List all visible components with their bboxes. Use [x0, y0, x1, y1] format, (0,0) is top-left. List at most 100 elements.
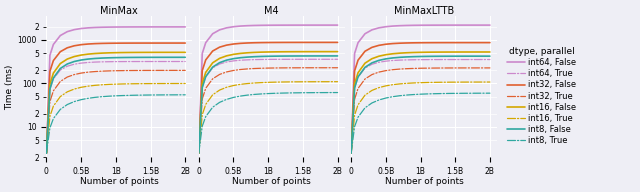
Title: M4: M4 [264, 6, 279, 16]
int8, False [43, 152, 51, 154]
int32, True [438, 67, 445, 69]
Line: int64, True: int64, True [199, 59, 337, 153]
int32, False [351, 70, 358, 72]
int16, True [465, 81, 473, 83]
int32, True [292, 67, 300, 69]
int32, False [154, 42, 161, 44]
int8, False [313, 55, 321, 57]
int32, True [472, 67, 480, 69]
int8, True [230, 96, 237, 98]
int8, True [403, 94, 410, 96]
int8, False [375, 59, 383, 61]
Line: int8, True: int8, True [199, 93, 337, 153]
int32, False [465, 41, 473, 44]
int16, False [49, 72, 57, 74]
int8, False [396, 56, 404, 59]
int8, False [444, 55, 452, 57]
int8, True [351, 126, 358, 128]
int16, True [351, 114, 358, 116]
int64, True [119, 60, 127, 63]
int16, False [264, 51, 272, 53]
int8, True [133, 94, 141, 96]
int64, False [133, 26, 141, 28]
int8, True [375, 99, 383, 101]
int16, False [126, 51, 134, 54]
Line: int32, False: int32, False [199, 42, 337, 153]
int64, True [49, 78, 57, 80]
int64, True [479, 58, 487, 61]
int16, True [154, 82, 161, 85]
int32, True [382, 70, 390, 72]
int32, False [230, 43, 237, 45]
int16, True [195, 152, 203, 154]
int16, False [396, 52, 404, 54]
int64, False [382, 26, 390, 28]
int16, False [472, 51, 480, 53]
int16, False [230, 53, 237, 55]
int64, False [278, 24, 286, 26]
int64, False [438, 24, 445, 26]
int64, True [202, 75, 209, 78]
int8, False [278, 55, 286, 57]
int16, False [313, 50, 321, 53]
int16, True [126, 83, 134, 85]
int16, True [327, 81, 335, 83]
int8, False [451, 55, 459, 57]
int16, False [368, 58, 376, 60]
int16, False [351, 83, 358, 85]
int64, False [403, 24, 410, 27]
int32, False [147, 42, 154, 44]
int8, True [98, 96, 106, 98]
int8, False [105, 57, 113, 59]
int16, False [458, 51, 466, 53]
int32, False [479, 41, 487, 44]
int32, False [361, 50, 369, 52]
int8, False [417, 55, 424, 58]
int64, True [91, 61, 99, 63]
int64, False [98, 26, 106, 28]
int8, False [458, 55, 466, 57]
int16, True [472, 81, 480, 83]
int32, True [278, 67, 286, 69]
int64, True [98, 61, 106, 63]
int32, True [91, 70, 99, 73]
int8, True [361, 107, 369, 109]
int64, False [43, 152, 51, 154]
int16, False [168, 51, 175, 54]
int8, False [351, 87, 358, 89]
int8, True [154, 94, 161, 96]
int32, True [119, 70, 127, 72]
int8, False [70, 60, 78, 63]
int32, True [375, 71, 383, 73]
int32, False [250, 42, 258, 44]
int32, False [327, 41, 335, 44]
int64, False [431, 24, 438, 26]
int64, False [348, 152, 355, 154]
int16, False [133, 51, 141, 54]
int32, False [348, 152, 355, 154]
int64, False [216, 29, 223, 31]
int64, True [451, 58, 459, 61]
int16, True [479, 81, 487, 83]
int8, False [237, 57, 244, 59]
int32, False [271, 41, 279, 44]
int16, False [195, 152, 203, 154]
int64, True [333, 58, 341, 60]
int32, True [479, 67, 487, 69]
int32, False [91, 42, 99, 45]
int8, False [175, 56, 182, 58]
int32, False [292, 41, 300, 44]
int16, False [63, 58, 71, 60]
int16, True [250, 82, 258, 84]
int16, True [216, 89, 223, 91]
int64, True [154, 60, 161, 63]
int64, False [285, 24, 293, 26]
int32, True [49, 90, 57, 92]
int32, True [243, 68, 251, 70]
int16, False [223, 55, 230, 57]
int16, True [333, 80, 341, 83]
int64, False [237, 25, 244, 27]
int16, True [451, 81, 459, 83]
int64, True [237, 59, 244, 61]
int16, True [306, 81, 314, 83]
